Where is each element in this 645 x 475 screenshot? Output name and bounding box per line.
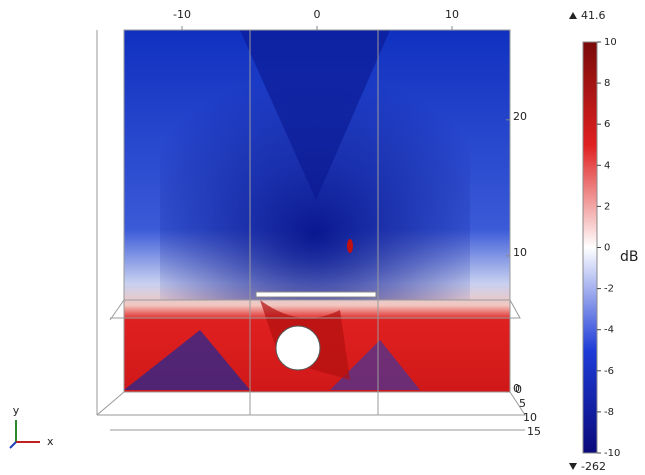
x-tick-label: -10 bbox=[173, 8, 191, 21]
z-tick-label: 15 bbox=[527, 425, 541, 438]
y-tick-label: 0 bbox=[513, 382, 520, 395]
colorbar-tick-label: -2 bbox=[604, 284, 614, 295]
colorbar-label: dB bbox=[620, 249, 639, 265]
axis-triad: y x bbox=[9, 404, 54, 449]
colorbar: dB 41.6 -262 bbox=[569, 9, 639, 473]
x-tick-label: 0 bbox=[314, 8, 321, 21]
colorbar-scale bbox=[582, 41, 598, 454]
field-plot bbox=[124, 30, 510, 392]
colorbar-tick-label: 8 bbox=[604, 78, 610, 89]
z-tick-label: 0 bbox=[515, 383, 522, 396]
max-label: 41.6 bbox=[581, 9, 606, 22]
axis-label: y bbox=[13, 404, 20, 417]
colorbar-tick-label: -4 bbox=[604, 325, 614, 336]
axis-label: x bbox=[47, 435, 54, 448]
z-tick-label: 10 bbox=[523, 411, 537, 424]
x-tick-label: 10 bbox=[445, 8, 459, 21]
y-tick-label: 20 bbox=[513, 110, 527, 123]
y-tick-label: 10 bbox=[513, 246, 527, 259]
colorbar-tick-label: 4 bbox=[604, 160, 610, 171]
colorbar-tick-label: 2 bbox=[604, 201, 610, 212]
z-tick-label: 5 bbox=[519, 397, 526, 410]
colorbar-tick-label: -10 bbox=[604, 448, 620, 459]
min-label: -262 bbox=[581, 460, 606, 473]
colorbar-tick-label: -6 bbox=[604, 366, 614, 377]
colorbar-tick-label: -8 bbox=[604, 407, 614, 418]
colorbar-tick-label: 0 bbox=[604, 243, 610, 254]
colorbar-tick-label: 6 bbox=[604, 119, 610, 130]
colorbar-tick-label: 10 bbox=[604, 37, 617, 48]
